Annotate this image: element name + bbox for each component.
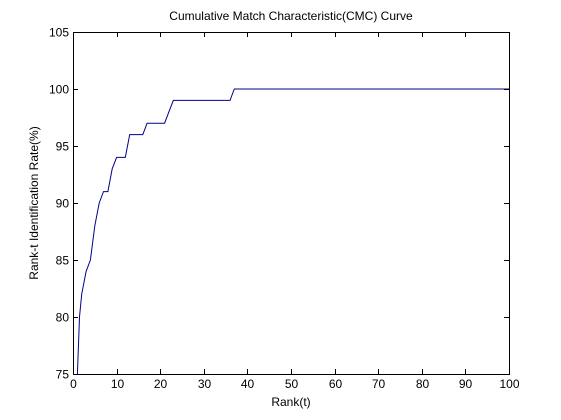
y-tick-label: 95 bbox=[56, 140, 70, 154]
x-tick-label: 100 bbox=[499, 377, 519, 391]
series-layer bbox=[76, 88, 509, 375]
x-tick-label: 90 bbox=[459, 377, 473, 391]
x-tick-label: 0 bbox=[70, 377, 77, 391]
y-tick-label: 85 bbox=[56, 254, 70, 268]
y-axis-ticks: 75 80 85 90 95 100 105 bbox=[49, 26, 509, 382]
x-tick-label: 30 bbox=[198, 377, 212, 391]
plot-frame bbox=[73, 32, 510, 375]
y-tick-label: 90 bbox=[56, 197, 70, 211]
x-axis-ticks: 0 10 20 30 40 50 60 70 80 90 100 bbox=[70, 32, 520, 391]
y-tick-label: 100 bbox=[49, 83, 69, 97]
x-tick-label: 80 bbox=[416, 377, 430, 391]
x-tick-label: 70 bbox=[372, 377, 386, 391]
x-axis-title: Rank(t) bbox=[271, 395, 310, 409]
y-tick-label: 80 bbox=[56, 311, 70, 325]
series-line bbox=[76, 88, 509, 375]
chart-title: Cumulative Match Characteristic(CMC) Cur… bbox=[169, 9, 413, 23]
x-tick-label: 40 bbox=[241, 377, 255, 391]
x-tick-label: 50 bbox=[285, 377, 299, 391]
y-tick-label: 75 bbox=[56, 368, 70, 382]
y-tick-label: 105 bbox=[49, 26, 69, 40]
plot-area bbox=[73, 32, 509, 374]
x-tick-label: 60 bbox=[329, 377, 343, 391]
x-tick-label: 20 bbox=[154, 377, 168, 391]
x-tick-label: 10 bbox=[111, 377, 125, 391]
y-axis-title: Rank-t Identification Rate(%) bbox=[27, 126, 41, 279]
